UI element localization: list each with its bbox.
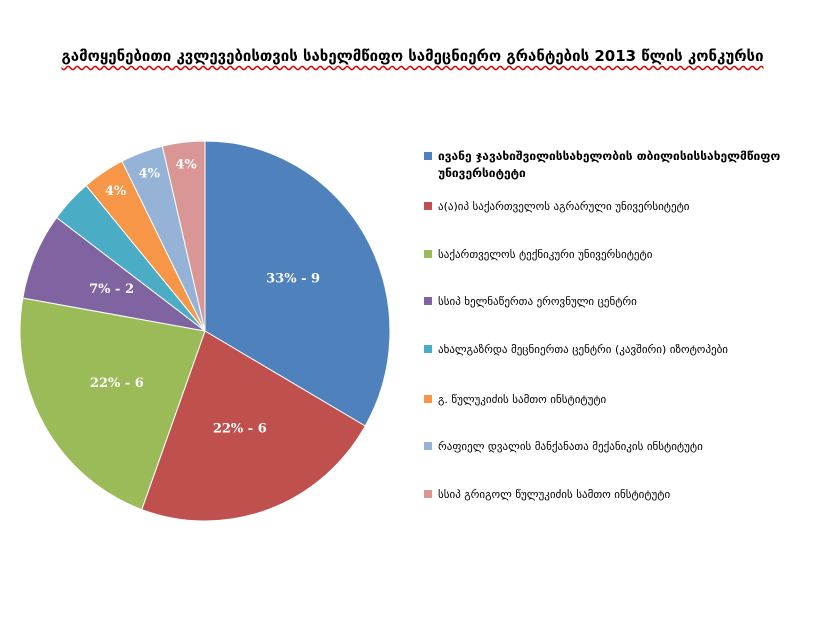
data-label: 4% bbox=[139, 166, 161, 181]
legend-item: ა(ა)იპ საქართველოს აგრარული უნივერსიტეტი bbox=[424, 198, 804, 215]
chart-title: გამოყენებითი კვლევებისთვის სახელმწიფო სა… bbox=[61, 47, 764, 65]
data-label: 22% - 6 bbox=[213, 422, 267, 437]
legend-label: ა(ა)იპ საქართველოს აგრარული უნივერსიტეტი bbox=[438, 200, 690, 213]
legend-label: გ. წულუკიძის სამთო ინსტიტუტი bbox=[438, 393, 607, 406]
data-label: 7% - 2 bbox=[89, 282, 134, 297]
pie-slice bbox=[204, 140, 391, 427]
data-label: 22% - 6 bbox=[90, 376, 144, 391]
legend-item: ივანე ჯავახიშვილისსახელობის თბილისისსახე… bbox=[424, 148, 804, 182]
legend-item: საქართველოს ტექნიკური უნივერსიტეტი bbox=[424, 246, 804, 263]
legend-item: გ. წულუკიძის სამთო ინსტიტუტი bbox=[424, 391, 804, 408]
legend-swatch bbox=[424, 250, 432, 258]
legend-item: სსიპ ხელნაწერთა ეროვნული ცენტრი bbox=[424, 293, 804, 310]
legend-item: ახალგაზრდა მეცნიერთა ცენტრი (კავშირი) იზ… bbox=[424, 341, 804, 358]
legend-swatch bbox=[424, 442, 432, 450]
legend-swatch bbox=[424, 395, 432, 403]
data-label: 4% bbox=[175, 157, 197, 172]
pie-slice bbox=[161, 140, 206, 332]
legend-swatch bbox=[424, 297, 432, 305]
legend-swatch bbox=[424, 152, 432, 160]
legend-label: სსიპ გრიგოლ წულუკიძის სამთო ინსტიტუტი bbox=[438, 488, 671, 501]
legend-swatch bbox=[424, 202, 432, 210]
legend-label: რაფიელ დვალის მანქანათა მექანიკის ინსტიტ… bbox=[438, 440, 703, 453]
legend-swatch bbox=[424, 490, 432, 498]
legend-label: ივანე ჯავახიშვილისსახელობის თბილისისსახე… bbox=[438, 149, 781, 180]
legend-label: სსიპ ხელნაწერთა ეროვნული ცენტრი bbox=[438, 295, 637, 308]
legend-label: საქართველოს ტექნიკური უნივერსიტეტი bbox=[438, 248, 653, 261]
pie-slice bbox=[19, 297, 206, 511]
legend-swatch bbox=[424, 345, 432, 353]
data-label: 4% bbox=[105, 184, 127, 199]
data-label: 33% - 9 bbox=[266, 271, 320, 286]
legend-item: სსიპ გრიგოლ წულუკიძის სამთო ინსტიტუტი bbox=[424, 486, 804, 503]
legend-item: რაფიელ დვალის მანქანათა მექანიკის ინსტიტ… bbox=[424, 438, 804, 455]
pie-slice bbox=[141, 330, 366, 522]
legend-label: ახალგაზრდა მეცნიერთა ცენტრი (კავშირი) იზ… bbox=[438, 343, 728, 356]
